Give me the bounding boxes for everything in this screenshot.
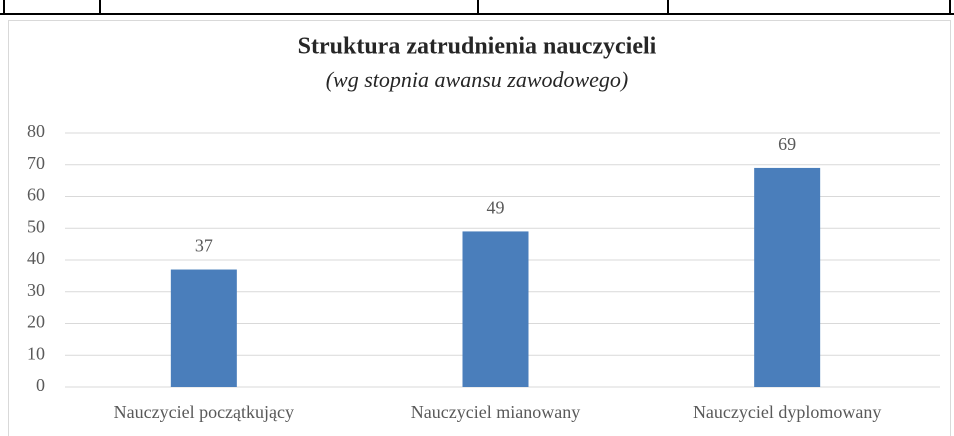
y-tick-label: 60 (27, 185, 45, 205)
bar (462, 231, 529, 387)
y-tick-label: 0 (36, 375, 45, 395)
table-fragment (0, 0, 954, 15)
y-tick-label: 10 (27, 343, 45, 363)
x-tick-label: Nauczyciel dyplomowany (693, 402, 881, 422)
y-tick-label: 40 (27, 248, 45, 268)
data-label: 69 (778, 134, 796, 154)
bar (170, 269, 237, 387)
chart-subtitle: (wg stopnia awansu zawodowego) (326, 67, 629, 92)
data-label: 49 (487, 198, 505, 218)
y-tick-label: 30 (27, 280, 45, 300)
y-tick-label: 50 (27, 216, 45, 236)
x-tick-label: Nauczyciel początkujący (114, 402, 294, 422)
chart-border (8, 20, 951, 436)
y-tick-label: 80 (27, 121, 45, 141)
bar (754, 167, 821, 387)
x-tick-label: Nauczyciel mianowany (411, 402, 580, 422)
chart-title: Struktura zatrudnienia nauczycieli (298, 34, 657, 60)
y-tick-label: 70 (27, 153, 45, 173)
y-tick-label: 20 (27, 312, 45, 332)
data-label: 37 (195, 236, 213, 256)
